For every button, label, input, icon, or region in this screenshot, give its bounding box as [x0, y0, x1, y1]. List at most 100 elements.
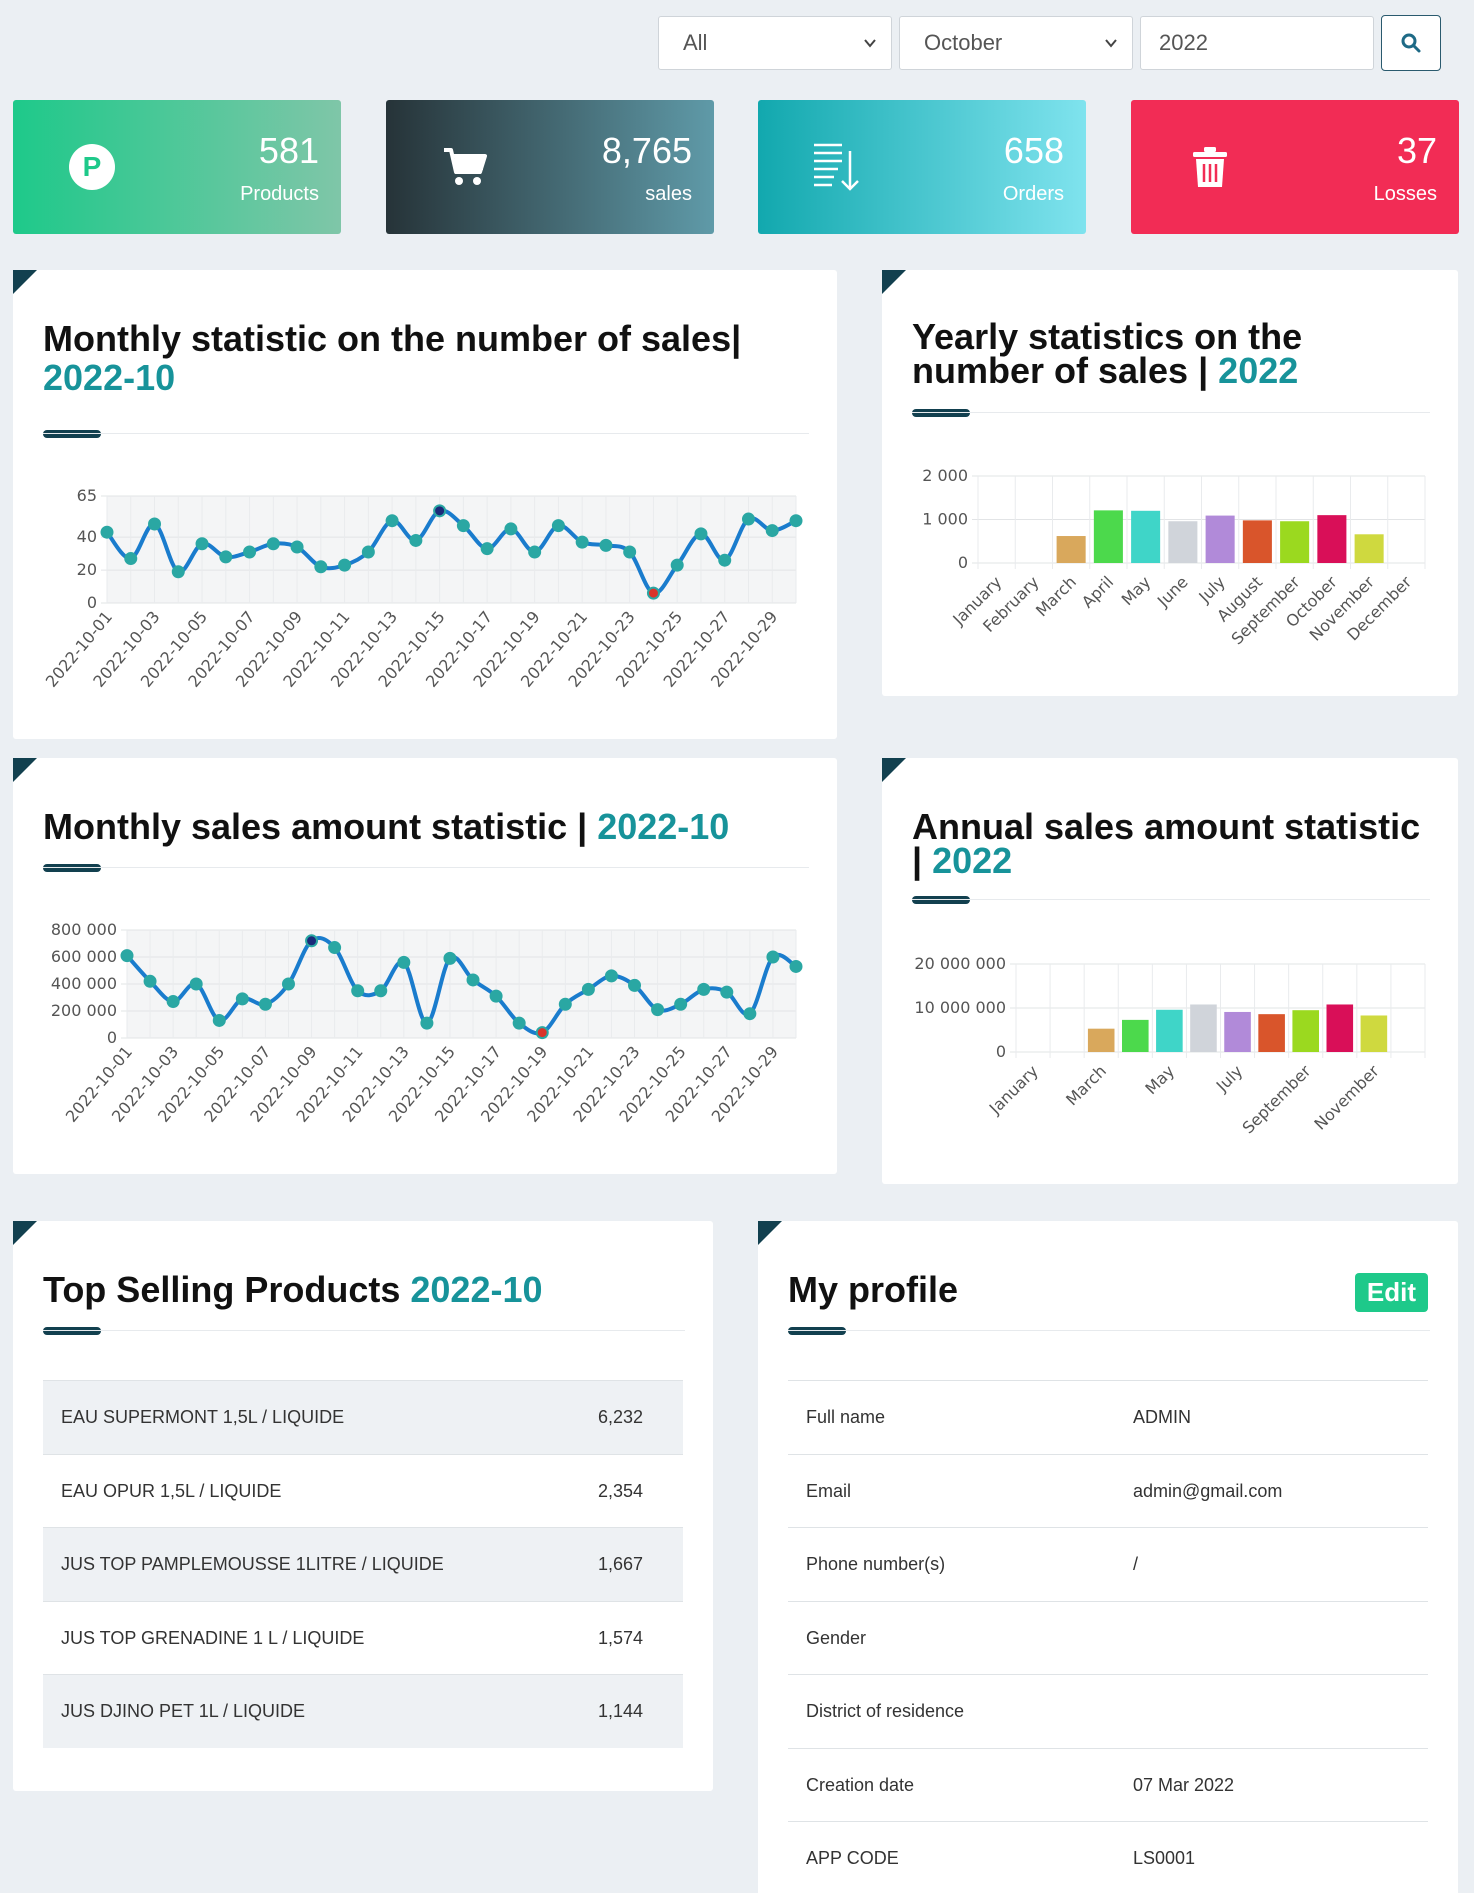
- bar: [1093, 510, 1123, 563]
- profile-key: APP CODE: [806, 1848, 899, 1868]
- profile-row: Phone number(s) /: [788, 1527, 1428, 1601]
- table-row: JUS DJINO PET 1L / LIQUIDE 1,144: [43, 1674, 683, 1748]
- panel-title: Yearly statistics on the number of sales…: [912, 319, 1312, 391]
- data-point: [718, 553, 732, 567]
- data-point: [765, 524, 779, 538]
- data-point: [575, 535, 589, 549]
- panel-corner: [758, 1221, 782, 1245]
- panel-title-text: Yearly statistics on the number of sales…: [912, 316, 1303, 391]
- x-tick-label: March: [1062, 1061, 1110, 1109]
- x-tick-label: April: [1078, 572, 1117, 611]
- product-name: JUS TOP PAMPLEMOUSSE 1LITRE / LIQUIDE: [61, 1554, 444, 1574]
- bar: [1280, 521, 1310, 563]
- profile-key: Gender: [806, 1628, 867, 1648]
- y-tick-label: 1 000: [922, 510, 968, 529]
- data-point: [290, 540, 304, 554]
- chevron-down-icon: [864, 39, 876, 48]
- panel-title-period: 2022-10: [410, 1269, 543, 1310]
- data-point: [551, 519, 565, 533]
- data-point: [697, 982, 711, 996]
- data-point: [351, 984, 365, 998]
- panel-title: Monthly sales amount statistic | 2022-10: [43, 809, 729, 845]
- y-tick-label: 0: [958, 553, 968, 572]
- category-select-value: All: [683, 30, 708, 55]
- x-tick-label: January: [985, 1061, 1042, 1118]
- data-point: [670, 558, 684, 572]
- bar: [1292, 1010, 1320, 1052]
- panel-title-text: Monthly statistic on the number of sales…: [43, 318, 742, 359]
- bar: [1131, 510, 1161, 563]
- profile-row: Gender: [788, 1601, 1428, 1675]
- list-sort-icon: [802, 132, 872, 202]
- bar: [1056, 536, 1086, 563]
- profile-key: Full name: [806, 1407, 886, 1427]
- month-select[interactable]: October: [899, 16, 1133, 70]
- profile-key: Phone number(s): [806, 1554, 946, 1574]
- profile-value: /: [1133, 1554, 1139, 1574]
- data-point: [789, 514, 803, 528]
- title-underline: [43, 864, 101, 872]
- profile-key: District of residence: [806, 1701, 965, 1721]
- panel-corner: [13, 270, 37, 294]
- annual-amount-bar-chart: 0 10 000 000 20 000 000 January March May July…: [914, 954, 1426, 1137]
- divider: [912, 899, 1430, 900]
- title-underline: [43, 430, 101, 438]
- bar: [1360, 1015, 1388, 1052]
- stat-value: 581: [258, 130, 319, 171]
- product-qty: 1,667: [597, 1554, 643, 1574]
- stat-value: 8,765: [601, 130, 692, 171]
- stat-label: sales: [645, 183, 692, 205]
- title-underline: [912, 896, 970, 904]
- data-point: [171, 565, 185, 579]
- monthly-sales-line-chart: 02040652022-10-012022-10-032022-10-05202…: [42, 486, 803, 691]
- data-point: [338, 558, 352, 572]
- bar: [1121, 1019, 1149, 1052]
- bar: [1317, 515, 1347, 563]
- y-tick-label: 800 000: [51, 920, 117, 939]
- data-point: [385, 514, 399, 528]
- x-tick-label: July: [1212, 1061, 1246, 1095]
- category-select[interactable]: All: [658, 16, 892, 70]
- panel-corner: [882, 270, 906, 294]
- panel-corner: [13, 1221, 37, 1245]
- data-point: [189, 977, 203, 991]
- data-point: [466, 973, 480, 987]
- panel-corner: [882, 758, 906, 782]
- search-button[interactable]: [1381, 15, 1441, 71]
- panel-title-period: 2022-10: [43, 357, 176, 398]
- panel-title: Top Selling Products 2022-10: [43, 1272, 543, 1308]
- data-point: [235, 992, 249, 1006]
- cart-icon: [430, 132, 500, 202]
- monthly-amount-panel: Monthly sales amount statistic | 2022-10…: [13, 758, 837, 1174]
- top-products-panel: Top Selling Products 2022-10 EAU SUPERMO…: [13, 1221, 713, 1791]
- stat-card-sales: 8,765 sales: [386, 100, 714, 234]
- panel-title-period: 2022: [1218, 350, 1299, 391]
- y-tick-label: 0: [996, 1042, 1006, 1061]
- edit-profile-button[interactable]: Edit: [1354, 1273, 1428, 1312]
- panel-title: My profile: [788, 1269, 959, 1310]
- filter-bar: All October: [658, 15, 1441, 71]
- title-underline: [912, 409, 970, 417]
- panel-title: Annual sales amount statistic | 2022: [912, 809, 1432, 881]
- data-point: [124, 552, 138, 566]
- y-tick-label: 200 000: [51, 1001, 117, 1020]
- y-tick-label: 40: [77, 527, 97, 546]
- profile-key: Creation date: [806, 1775, 915, 1795]
- divider: [43, 1330, 685, 1331]
- data-point: [741, 512, 755, 526]
- table-row: JUS TOP PAMPLEMOUSSE 1LITRE / LIQUIDE 1,…: [43, 1527, 683, 1601]
- bar: [1224, 1011, 1251, 1052]
- x-tick-label: May: [1141, 1061, 1178, 1098]
- data-point: [314, 560, 328, 574]
- chevron-down-icon: [1105, 39, 1117, 48]
- y-tick-label: 10 000 000: [914, 998, 1006, 1017]
- panel-title-period: 2022: [932, 840, 1013, 881]
- panel-title-text: Top Selling Products: [43, 1269, 401, 1310]
- year-input[interactable]: [1140, 16, 1374, 70]
- y-tick-label: 65: [77, 486, 97, 505]
- data-point: [766, 950, 780, 964]
- plot-area: [107, 496, 796, 603]
- y-tick-label: 0: [87, 593, 97, 612]
